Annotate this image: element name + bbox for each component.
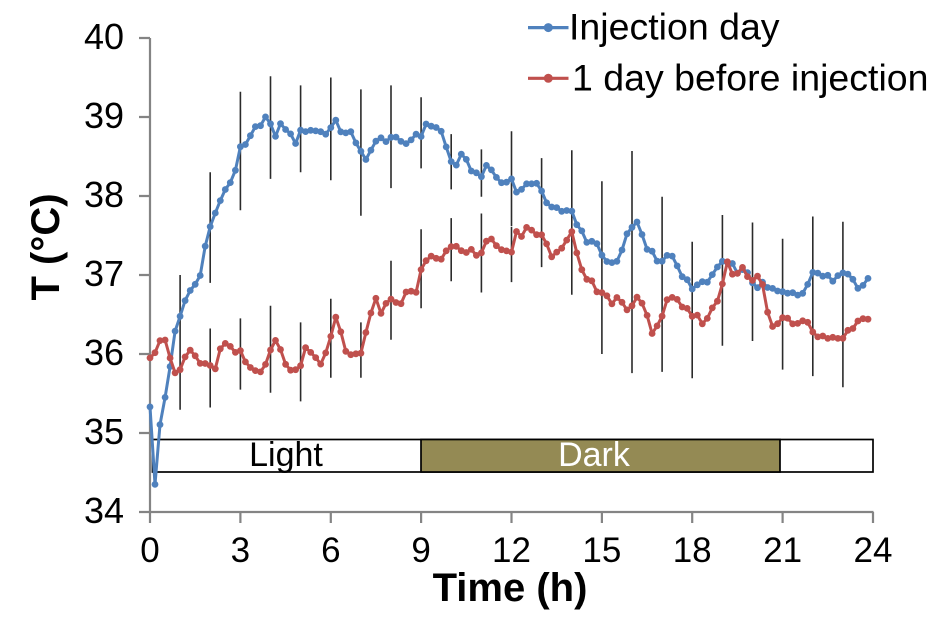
svg-text:38: 38	[84, 174, 124, 215]
svg-text:9: 9	[411, 531, 430, 570]
svg-text:Injection day: Injection day	[569, 6, 780, 48]
svg-text:6: 6	[321, 531, 340, 570]
svg-text:37: 37	[84, 253, 124, 294]
svg-text:24: 24	[854, 531, 893, 570]
svg-text:15: 15	[582, 531, 621, 570]
svg-text:36: 36	[84, 332, 124, 373]
svg-text:Dark: Dark	[558, 436, 631, 474]
svg-text:12: 12	[492, 531, 531, 570]
svg-text:Light: Light	[249, 436, 323, 474]
svg-text:Time (h): Time (h)	[433, 566, 588, 610]
svg-text:1 day before injection: 1 day before injection	[572, 57, 929, 99]
svg-text:39: 39	[84, 95, 124, 136]
svg-text:35: 35	[84, 411, 124, 452]
svg-text:34: 34	[84, 490, 124, 531]
svg-text:18: 18	[673, 531, 712, 570]
svg-text:0: 0	[140, 531, 159, 570]
svg-text:T (°C): T (°C)	[24, 193, 68, 300]
svg-text:21: 21	[763, 531, 802, 570]
svg-text:3: 3	[231, 531, 250, 570]
svg-text:40: 40	[84, 16, 124, 57]
